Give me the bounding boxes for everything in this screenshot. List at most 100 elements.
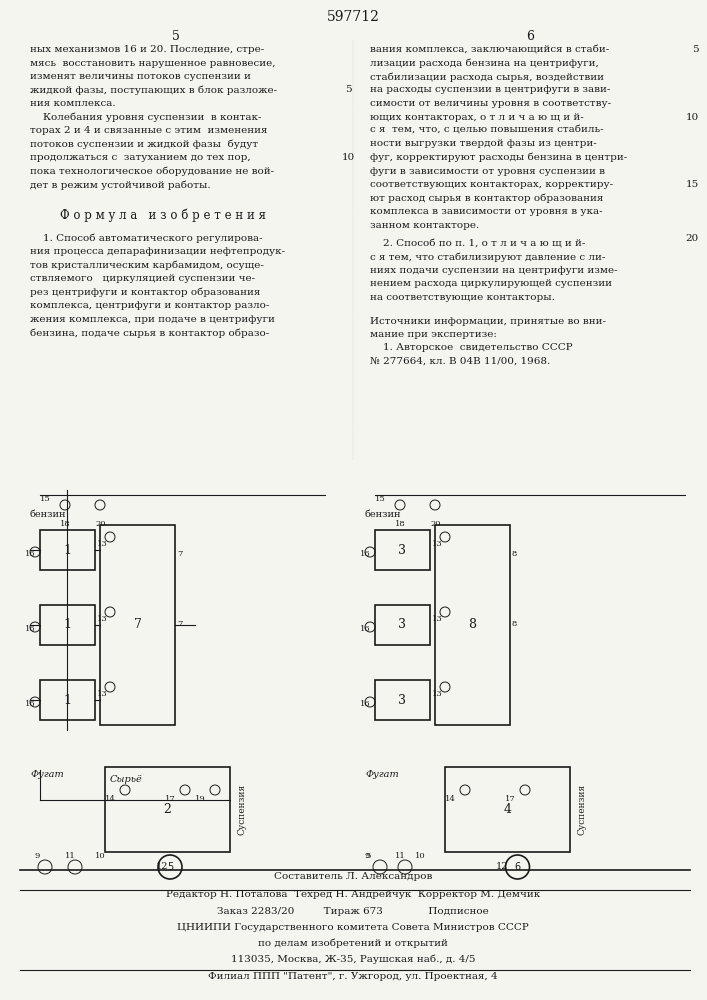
Text: изменят величины потоков суспензии и: изменят величины потоков суспензии и — [30, 72, 251, 81]
Text: 20: 20 — [95, 520, 105, 528]
Text: 12: 12 — [156, 862, 169, 871]
Text: 8: 8 — [512, 620, 518, 628]
Text: 5: 5 — [365, 852, 370, 860]
Text: 1: 1 — [64, 544, 71, 556]
Text: ния комплекса.: ния комплекса. — [30, 99, 116, 108]
Text: 13: 13 — [97, 690, 107, 698]
Text: № 277664, кл. В 04В 11/00, 1968.: № 277664, кл. В 04В 11/00, 1968. — [370, 357, 550, 366]
Bar — [105, 767, 230, 852]
Text: 13: 13 — [432, 690, 443, 698]
Text: 3: 3 — [399, 618, 407, 632]
Text: 6: 6 — [515, 862, 520, 872]
Text: 16: 16 — [25, 550, 35, 558]
Text: 1. Авторское  свидетельство СССР: 1. Авторское свидетельство СССР — [370, 344, 573, 353]
Text: Составитель Л. Александров: Составитель Л. Александров — [274, 872, 432, 881]
Text: 13: 13 — [432, 615, 443, 623]
Text: с я  тем, что, с целью повышения стабиль-: с я тем, что, с целью повышения стабиль- — [370, 126, 604, 135]
Text: 10: 10 — [95, 852, 105, 860]
Text: на расходы суспензии в центрифуги в зави-: на расходы суспензии в центрифуги в зави… — [370, 86, 610, 95]
Text: Сырьё: Сырьё — [110, 775, 143, 784]
Text: Ф о р м у л а   и з о б р е т е н и я: Ф о р м у л а и з о б р е т е н и я — [60, 209, 266, 222]
Text: 13: 13 — [97, 540, 107, 548]
Text: 14: 14 — [445, 795, 456, 803]
Text: 20: 20 — [686, 234, 699, 243]
Text: 18: 18 — [60, 520, 71, 528]
Bar — [435, 525, 510, 725]
Text: 3: 3 — [399, 694, 407, 706]
Text: симости от величины уровня в соответству-: симости от величины уровня в соответству… — [370, 99, 611, 108]
Text: 10: 10 — [341, 153, 355, 162]
Bar — [100, 525, 175, 725]
Text: жения комплекса, при подаче в центрифуги: жения комплекса, при подаче в центрифуги — [30, 314, 275, 324]
Text: 11: 11 — [65, 852, 76, 860]
Text: 15: 15 — [40, 495, 51, 503]
Text: рез центрифуги и контактор образования: рез центрифуги и контактор образования — [30, 288, 260, 297]
Text: фуг, корректируют расходы бензина в центри-: фуг, корректируют расходы бензина в цент… — [370, 153, 627, 162]
Text: Филиал ППП "Патент", г. Ужгород, ул. Проектная, 4: Филиал ППП "Патент", г. Ужгород, ул. Про… — [208, 972, 498, 981]
Text: Колебания уровня суспензии  в контак-: Колебания уровня суспензии в контак- — [30, 112, 262, 122]
Text: 5: 5 — [167, 862, 173, 872]
Text: бензин: бензин — [365, 510, 402, 519]
Text: 15: 15 — [686, 180, 699, 189]
Text: бензин: бензин — [30, 510, 66, 519]
Text: комплекса, центрифуги и контактор разло-: комплекса, центрифуги и контактор разло- — [30, 301, 269, 310]
Text: пока технологическое оборудование не вой-: пока технологическое оборудование не вой… — [30, 166, 274, 176]
Text: нением расхода циркулирующей суспензии: нением расхода циркулирующей суспензии — [370, 279, 612, 288]
Text: ствляемого   циркуляцией суспензии че-: ствляемого циркуляцией суспензии че- — [30, 274, 255, 283]
Text: Редактор Н. Поталова  Техред Н. Андрейчук  Корректор М. Демчик: Редактор Н. Поталова Техред Н. Андрейчук… — [166, 890, 540, 899]
Text: 6: 6 — [526, 30, 534, 43]
Text: 1: 1 — [64, 694, 71, 706]
Text: 597712: 597712 — [327, 10, 380, 24]
Text: ния процесса депарафинизации нефтепродук-: ния процесса депарафинизации нефтепродук… — [30, 247, 285, 256]
Text: 10: 10 — [686, 112, 699, 121]
Text: 1: 1 — [64, 618, 71, 632]
Text: ЦНИИПИ Государственного комитета Совета Министров СССР: ЦНИИПИ Государственного комитета Совета … — [177, 923, 529, 932]
Text: дет в режим устойчивой работы.: дет в режим устойчивой работы. — [30, 180, 211, 190]
Text: тов кристаллическим карбамидом, осуще-: тов кристаллическим карбамидом, осуще- — [30, 260, 264, 270]
Text: 18: 18 — [395, 520, 406, 528]
Text: 11: 11 — [395, 852, 406, 860]
Text: ности выгрузки твердой фазы из центри-: ности выгрузки твердой фазы из центри- — [370, 139, 597, 148]
Text: Источники информации, принятые во вни-: Источники информации, принятые во вни- — [370, 316, 606, 326]
Text: с я тем, что стабилизируют давление с ли-: с я тем, что стабилизируют давление с ли… — [370, 252, 605, 262]
Text: стабилизации расхода сырья, воздействии: стабилизации расхода сырья, воздействии — [370, 72, 604, 82]
Bar — [375, 680, 430, 720]
Text: 3: 3 — [399, 544, 407, 556]
Text: ниях подачи суспензии на центрифуги изме-: ниях подачи суспензии на центрифуги изме… — [370, 266, 618, 275]
Text: продолжаться с  затуханием до тех пор,: продолжаться с затуханием до тех пор, — [30, 153, 250, 162]
Text: 16: 16 — [360, 550, 370, 558]
Text: 16: 16 — [360, 700, 370, 708]
Text: 9: 9 — [365, 852, 370, 860]
Text: мание при экспертизе:: мание при экспертизе: — [370, 330, 497, 339]
Text: Суспензия: Суспензия — [578, 784, 587, 835]
Text: 2. Способ по п. 1, о т л и ч а ю щ и й-: 2. Способ по п. 1, о т л и ч а ю щ и й- — [370, 239, 585, 248]
Text: Фугат: Фугат — [30, 770, 64, 779]
Text: фуги в зависимости от уровня суспензии в: фуги в зависимости от уровня суспензии в — [370, 166, 605, 176]
Text: 12: 12 — [496, 862, 509, 871]
Bar — [40, 680, 95, 720]
Text: бензина, подаче сырья в контактор образо-: бензина, подаче сырья в контактор образо… — [30, 328, 269, 338]
Text: комплекса в зависимости от уровня в ука-: комплекса в зависимости от уровня в ука- — [370, 207, 602, 216]
Text: потоков суспензии и жидкой фазы  будут: потоков суспензии и жидкой фазы будут — [30, 139, 258, 149]
Text: 15: 15 — [375, 495, 386, 503]
Text: 8: 8 — [512, 550, 518, 558]
Text: 2: 2 — [163, 803, 171, 816]
Text: 5: 5 — [692, 45, 699, 54]
Text: 1. Способ автоматического регулирова-: 1. Способ автоматического регулирова- — [30, 233, 262, 243]
Bar — [40, 605, 95, 645]
Bar — [40, 530, 95, 570]
Text: 16: 16 — [360, 625, 370, 633]
Text: на соответствующие контакторы.: на соответствующие контакторы. — [370, 293, 555, 302]
Text: Заказ 2283/20         Тираж 673              Подписное: Заказ 2283/20 Тираж 673 Подписное — [217, 907, 489, 916]
Text: ных механизмов 16 и 20. Последние, стре-: ных механизмов 16 и 20. Последние, стре- — [30, 45, 264, 54]
Text: мясь  восстановить нарушенное равновесие,: мясь восстановить нарушенное равновесие, — [30, 58, 276, 68]
Text: 7: 7 — [177, 550, 182, 558]
Bar — [375, 605, 430, 645]
Text: 19: 19 — [195, 795, 206, 803]
Text: ющих контакторах, о т л и ч а ю щ и й-: ющих контакторах, о т л и ч а ю щ и й- — [370, 112, 584, 121]
Text: 17: 17 — [505, 795, 515, 803]
Text: 16: 16 — [25, 625, 35, 633]
Text: 20: 20 — [430, 520, 440, 528]
Text: 113035, Москва, Ж-35, Раушская наб., д. 4/5: 113035, Москва, Ж-35, Раушская наб., д. … — [230, 955, 475, 964]
Text: ют расход сырья в контактор образования: ют расход сырья в контактор образования — [370, 194, 603, 203]
